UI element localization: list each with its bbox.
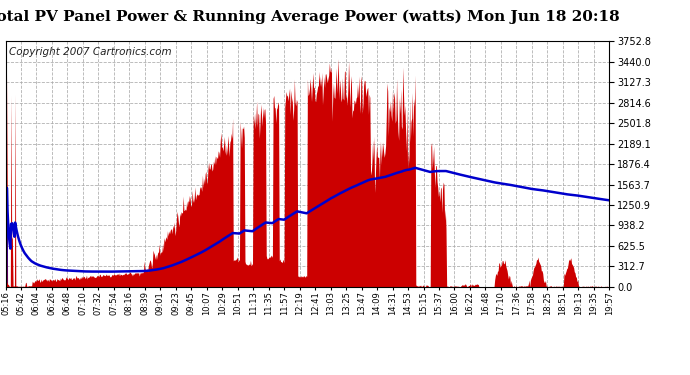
Text: Total PV Panel Power & Running Average Power (watts) Mon Jun 18 20:18: Total PV Panel Power & Running Average P… bbox=[0, 9, 620, 24]
Text: Copyright 2007 Cartronics.com: Copyright 2007 Cartronics.com bbox=[8, 47, 171, 57]
